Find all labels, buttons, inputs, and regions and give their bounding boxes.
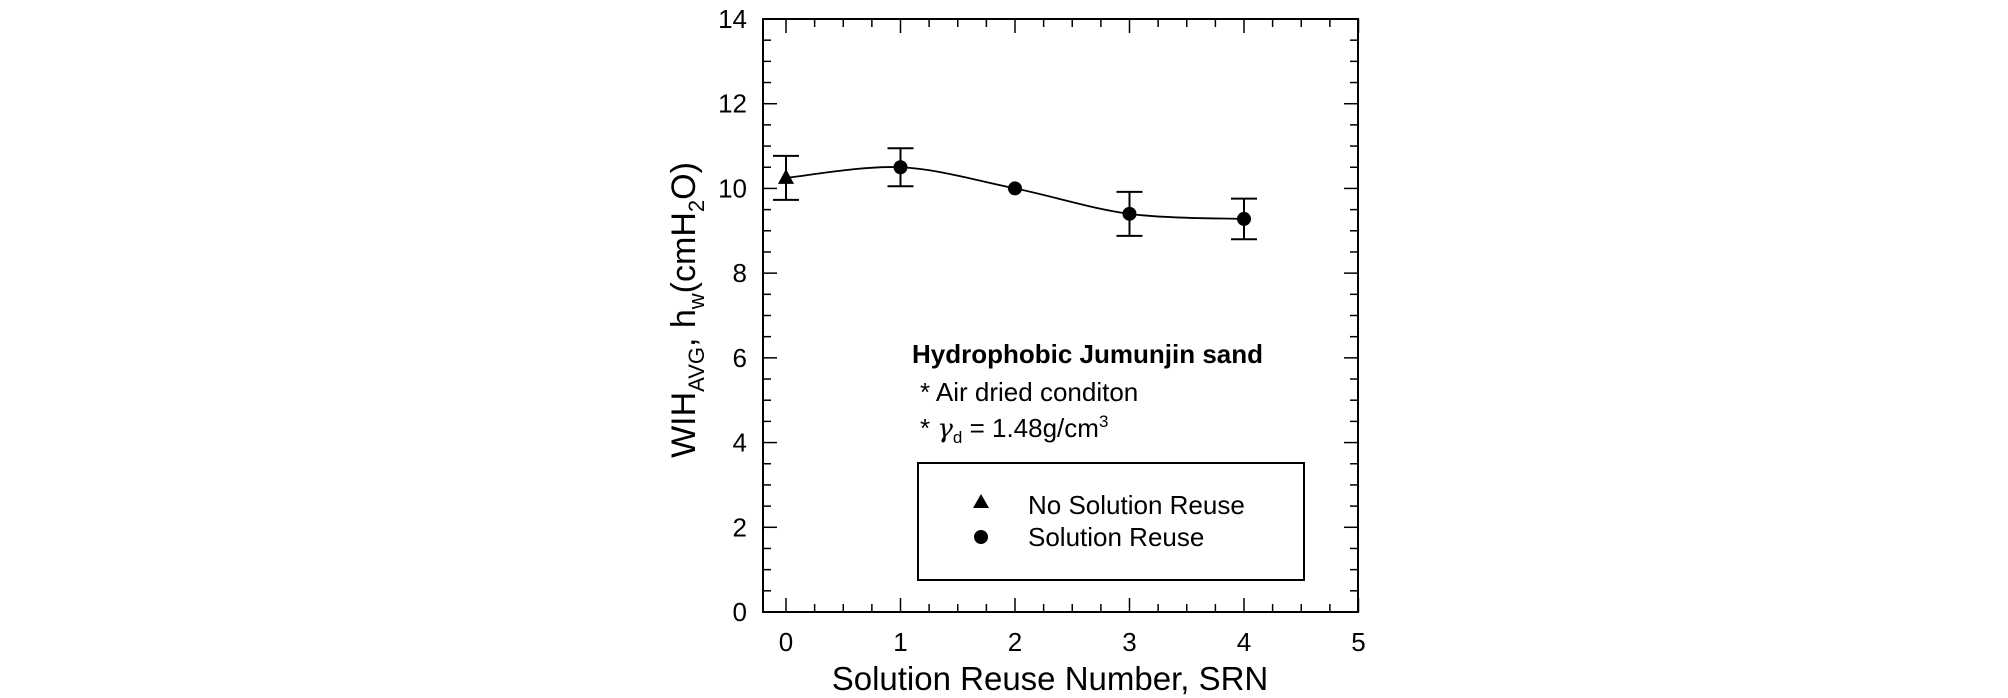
x-tick-label: 3 [1122,627,1136,657]
annotation-line-2-prefix: * [920,413,937,443]
x-tick-label: 2 [1008,627,1022,657]
annotation-line-2-sup: 3 [1099,412,1108,431]
plot-data [773,147,1257,241]
y-label-sub-avg: AVG [684,347,709,392]
y-label-sub-2: 2 [684,200,709,212]
y-tick-label: 2 [733,512,747,542]
data-point-solution-reuse [1008,181,1022,196]
legend-label-solution-reuse: Solution Reuse [1028,522,1204,552]
annotation-title: Hydrophobic Jumunjin sand [912,339,1263,369]
x-tick-label: 5 [1351,627,1365,657]
y-tick-label: 0 [733,597,747,627]
y-label-comma: , h [665,309,703,347]
x-axis-label: Solution Reuse Number, SRN [832,660,1269,697]
y-tick-label: 6 [733,343,747,373]
data-point-solution-reuse [1122,206,1137,221]
gamma-sub: d [953,428,962,447]
legend-triangle-marker [973,494,989,508]
legend-label-no-solution-reuse: No Solution Reuse [1028,490,1245,520]
y-tick-label: 10 [718,173,747,203]
y-tick-label: 12 [718,89,747,119]
legend-box [917,462,1305,581]
y-tick-label: 4 [733,428,747,458]
annotation-line-2: * γd = 1.48g/cm3 [920,412,1108,447]
y-tick-label: 14 [718,4,747,34]
y-axis-label: WIHAVG, hw(cmH2O) [665,162,709,458]
annotation-line-2-value: = 1.48g/cm [962,413,1099,443]
gamma-symbol: γ [937,414,953,444]
x-tick-label: 0 [779,627,793,657]
y-label-sub-w: w [684,293,709,310]
y-label-unit-a: (cmH [665,212,703,293]
annotation-line-1: * Air dried conditon [920,377,1138,407]
legend: No Solution Reuse Solution Reuse [917,462,1305,581]
data-point-solution-reuse [1237,211,1251,226]
legend-circle-marker [974,530,988,544]
x-tick-label: 1 [893,627,907,657]
x-tick-label: 4 [1237,627,1251,657]
y-tick-label: 8 [733,258,747,288]
data-point-no-solution-reuse [778,168,794,184]
y-label-main: WIH [665,392,703,458]
data-point-solution-reuse [893,160,908,175]
y-label-unit-b: O) [665,162,703,200]
